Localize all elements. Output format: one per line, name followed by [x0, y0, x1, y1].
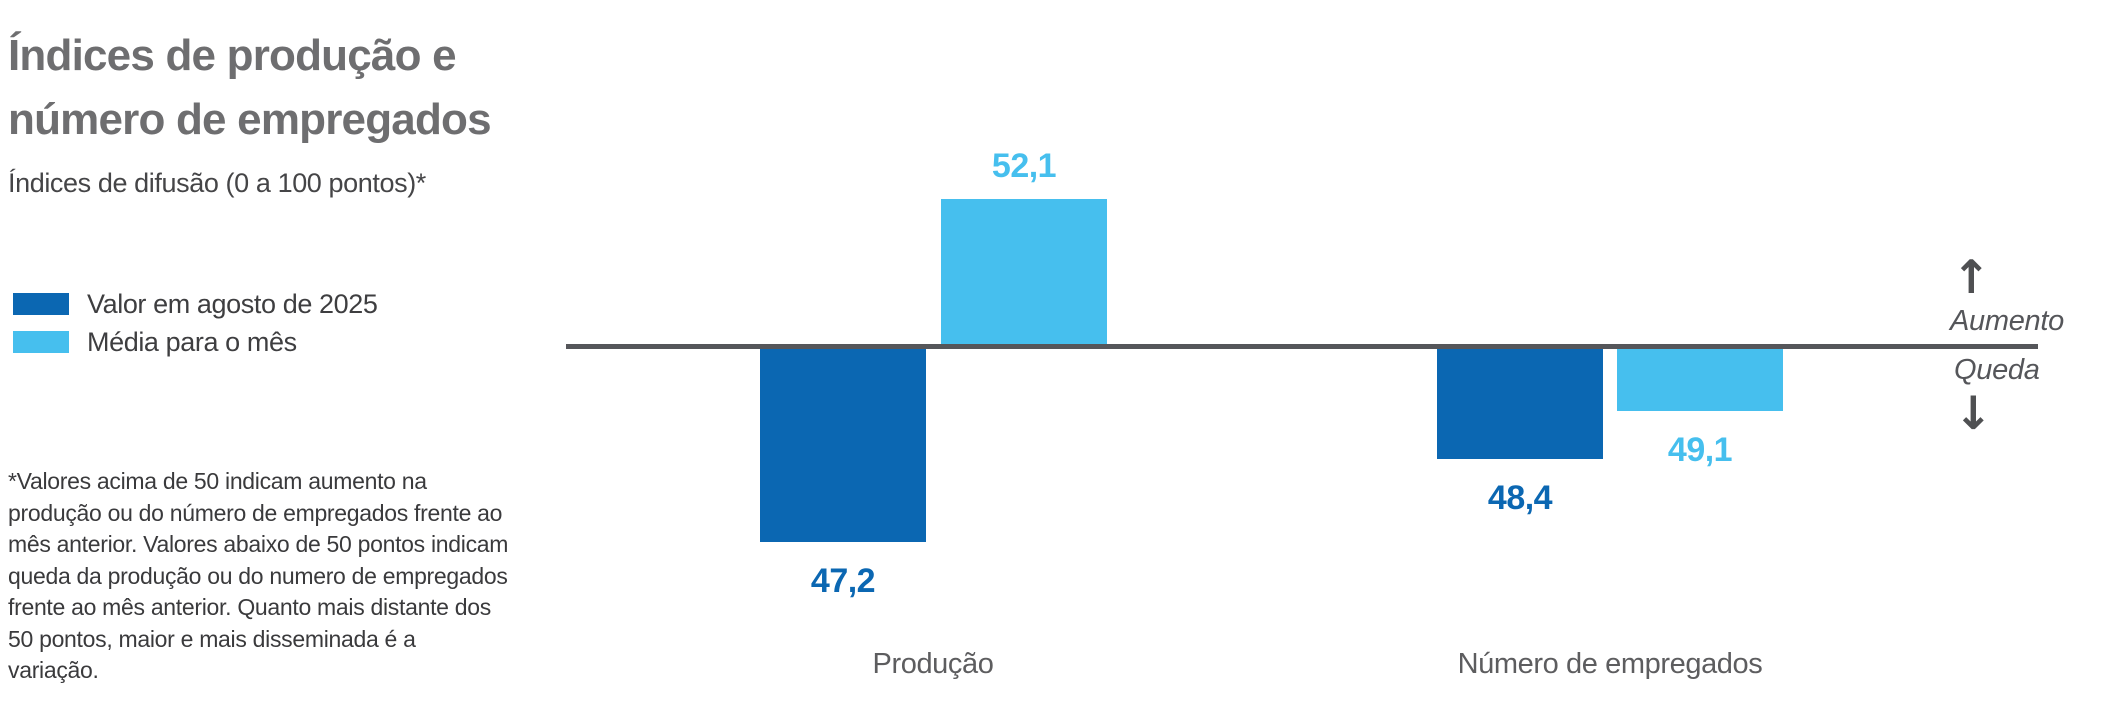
bar-empregados-average	[1617, 349, 1783, 411]
zero-baseline	[566, 344, 2038, 349]
category-label-producao: Produção	[872, 648, 994, 680]
legend-label: Valor em agosto de 2025	[87, 288, 378, 319]
bar-producao-average	[941, 199, 1107, 344]
legend-label: Média para o mês	[87, 326, 297, 357]
legend-item-month-average: Média para o mês	[13, 327, 378, 357]
legend-swatch-dark-blue	[13, 293, 69, 315]
arrow-up-icon: ↑	[1952, 250, 1991, 304]
bar-producao-august	[760, 349, 926, 542]
page-title: Índices de produção e número de empregad…	[8, 31, 492, 144]
bar-empregados-august	[1437, 349, 1603, 459]
category-label-empregados: Número de empregados	[1457, 648, 1763, 680]
legend-swatch-light-blue	[13, 331, 69, 353]
value-label-empregados-average: 49,1	[1667, 431, 1733, 469]
legend: Valor em agosto de 2025 Média para o mês	[13, 289, 378, 369]
legend-item-august-value: Valor em agosto de 2025	[13, 289, 378, 319]
increase-label: Aumento	[1950, 305, 2064, 337]
value-label-empregados-august: 48,4	[1487, 479, 1553, 517]
footnote: *Valores acima de 50 indicam aumento na …	[8, 468, 509, 683]
decrease-label: Queda	[1954, 354, 2040, 386]
chart-subtitle: Índices de difusão (0 a 100 pontos)*	[8, 168, 426, 198]
value-label-producao-august: 47,2	[810, 562, 876, 600]
arrow-down-icon: ↓	[1954, 386, 1993, 440]
value-label-producao-average: 52,1	[991, 147, 1057, 185]
